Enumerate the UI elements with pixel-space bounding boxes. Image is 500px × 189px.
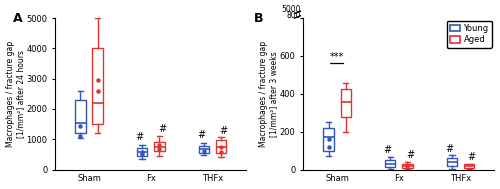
Text: #: #: [136, 132, 143, 142]
PathPatch shape: [446, 158, 457, 166]
Y-axis label: Macrophages / fracture gap
[1/mm²] after 24 hours: Macrophages / fracture gap [1/mm²] after…: [6, 41, 25, 147]
Text: #: #: [446, 144, 454, 154]
PathPatch shape: [385, 160, 396, 167]
Text: #: #: [158, 124, 166, 134]
Text: #: #: [197, 130, 205, 140]
PathPatch shape: [324, 128, 334, 151]
PathPatch shape: [464, 164, 474, 168]
Text: #: #: [406, 150, 414, 160]
Text: A: A: [13, 12, 22, 25]
Y-axis label: Macrophages / fracture gap
[1/mm²] after 3 weeks: Macrophages / fracture gap [1/mm²] after…: [259, 41, 278, 147]
PathPatch shape: [154, 142, 164, 151]
PathPatch shape: [92, 48, 103, 124]
PathPatch shape: [340, 89, 351, 118]
Text: 5000: 5000: [282, 5, 302, 14]
Text: B: B: [254, 12, 263, 25]
Text: ***: ***: [330, 52, 344, 62]
Legend: Young, Aged: Young, Aged: [447, 21, 492, 48]
PathPatch shape: [198, 146, 209, 153]
PathPatch shape: [216, 140, 226, 153]
PathPatch shape: [75, 100, 86, 133]
PathPatch shape: [137, 148, 147, 156]
Text: #: #: [384, 145, 392, 155]
Text: #: #: [468, 152, 475, 162]
Text: 800: 800: [287, 11, 302, 20]
PathPatch shape: [402, 163, 412, 168]
Text: #: #: [220, 126, 228, 136]
